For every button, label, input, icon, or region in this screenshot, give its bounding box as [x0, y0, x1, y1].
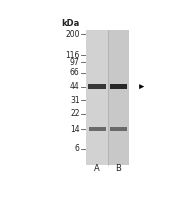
Text: 22: 22	[70, 109, 80, 118]
Text: B: B	[116, 164, 121, 173]
Text: 31: 31	[70, 96, 80, 105]
Bar	[88, 84, 106, 89]
Text: 66: 66	[70, 68, 80, 77]
Text: 6: 6	[75, 144, 80, 153]
Text: 116: 116	[65, 51, 80, 60]
Text: 14: 14	[70, 125, 80, 134]
Text: kDa: kDa	[61, 19, 80, 28]
Text: 97: 97	[70, 58, 80, 67]
Bar	[108, 30, 129, 165]
Text: A: A	[94, 164, 100, 173]
Bar	[89, 127, 106, 131]
Text: 200: 200	[65, 30, 80, 39]
Text: 44: 44	[70, 82, 80, 91]
Bar	[110, 127, 127, 131]
Bar	[110, 84, 127, 89]
Bar	[86, 30, 108, 165]
